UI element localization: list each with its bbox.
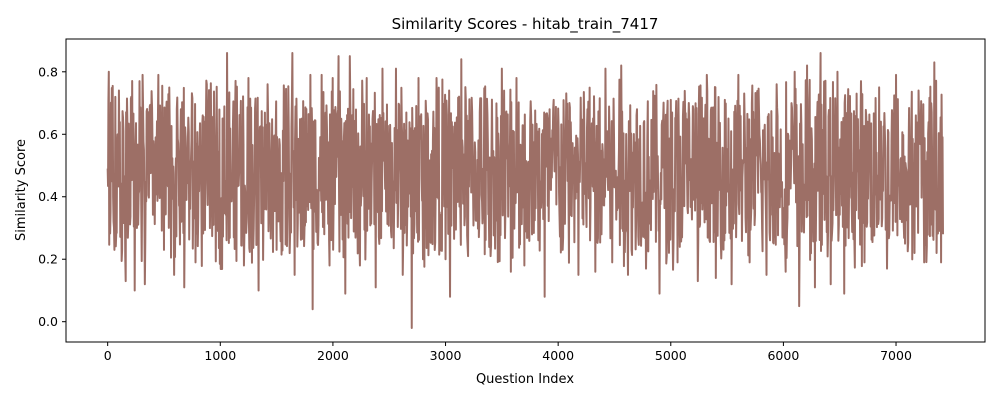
x-tick-label: 1000 (204, 348, 236, 363)
x-tick-label: 4000 (542, 348, 574, 363)
y-axis-label: Similarity Score (14, 139, 29, 241)
plot-frame (65, 38, 986, 343)
x-tick-label: 5000 (655, 348, 687, 363)
y-axis-ticks: 0.0 0.2 0.4 0.6 0.8 (38, 64, 66, 329)
y-tick-label: 0.6 (38, 127, 58, 142)
series-line-similarity (106, 52, 944, 329)
y-tick-label: 0.2 (38, 252, 58, 267)
x-tick-label: 7000 (880, 348, 912, 363)
y-tick-label: 0.8 (38, 64, 58, 79)
x-tick-label: 3000 (430, 348, 462, 363)
y-tick-label: 0.0 (38, 314, 58, 329)
x-axis-label: Question Index (476, 372, 574, 387)
x-axis-ticks: 0 1000 2000 3000 4000 5000 6000 7000 (104, 342, 912, 363)
y-tick-label: 0.4 (38, 189, 58, 204)
x-tick-label: 2000 (317, 348, 349, 363)
x-tick-label: 6000 (767, 348, 799, 363)
x-tick-label: 0 (104, 348, 112, 363)
series-group (106, 52, 944, 329)
chart-title: Similarity Scores - hitab_train_7417 (392, 15, 659, 34)
